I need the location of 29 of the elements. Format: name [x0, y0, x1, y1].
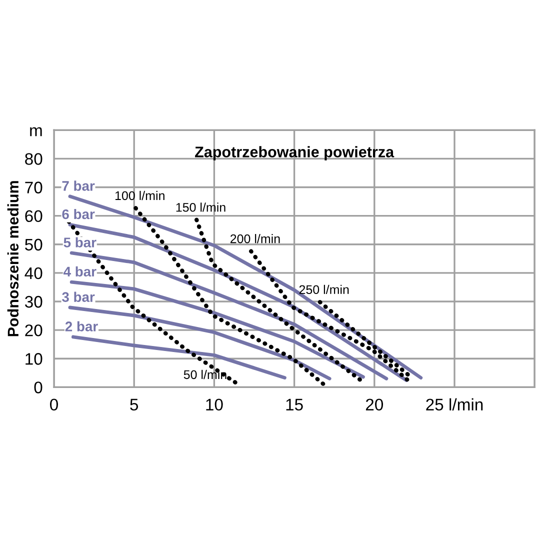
- y-tick-label: 80: [25, 153, 42, 165]
- series-label: 2 bar: [65, 321, 98, 332]
- annotation: 250 l/min: [299, 284, 349, 294]
- annotation: 100 l/min: [115, 190, 164, 200]
- x-tick-label: 25 l/min: [426, 398, 483, 411]
- x-tick-label: 5: [130, 398, 138, 411]
- y-tick-label: 30: [24, 296, 42, 308]
- x-tick-label: 20: [366, 398, 384, 411]
- annotation: 150 l/min: [176, 202, 226, 212]
- y-tick-label: 40: [24, 267, 42, 280]
- series-label: 7 bar: [62, 180, 95, 191]
- y-tick-label: 50: [25, 238, 42, 251]
- series-label: 4 bar: [64, 266, 96, 277]
- line-series: [71, 335, 286, 380]
- y-tick-label: 10: [26, 353, 42, 365]
- text: Zapotrzebowanie powietrza: [195, 146, 394, 160]
- y-tick-label: 20: [25, 324, 42, 336]
- y-tick-label: 60: [25, 210, 42, 222]
- series-label: 6 bar: [62, 208, 95, 220]
- y-tick-label: m: [30, 127, 42, 136]
- y-tick-label: 0: [34, 382, 42, 394]
- x-tick-label: 0: [50, 398, 58, 411]
- y-tick-label: 70: [25, 182, 42, 194]
- series-label: 5 bar: [64, 237, 96, 248]
- series-label: 3 bar: [62, 292, 95, 302]
- x-tick-label: 10: [206, 398, 223, 411]
- x-tick-label: 15: [286, 398, 303, 411]
- y-axis-title: Podnoszenie medium: [7, 181, 19, 336]
- annotation: 200 l/min: [230, 234, 280, 244]
